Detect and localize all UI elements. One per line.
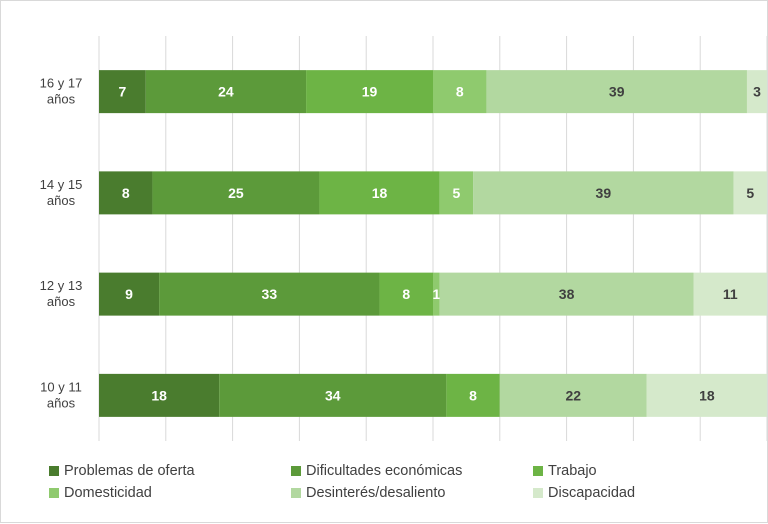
data-label: 39 <box>596 185 612 201</box>
bar-segment <box>746 70 767 114</box>
bar-segment <box>446 373 500 417</box>
data-label: 19 <box>362 84 378 100</box>
data-label: 5 <box>452 185 460 201</box>
data-label: 8 <box>122 185 130 201</box>
data-label: 7 <box>118 84 126 100</box>
category-label: 14 y 15 años <box>40 177 83 208</box>
bar-segment <box>306 70 433 114</box>
data-label: 3 <box>753 84 761 100</box>
data-label: 8 <box>456 84 464 100</box>
data-label: 18 <box>151 387 167 403</box>
data-label: 39 <box>609 84 625 100</box>
bar-segment <box>145 70 307 114</box>
category-label: 10 y 11 años <box>40 379 82 410</box>
legend-label: Domesticidad <box>64 485 152 501</box>
bar-segment <box>439 272 694 316</box>
data-label: 8 <box>402 286 410 302</box>
bar-segment <box>99 171 153 215</box>
legend-item: Trabajo <box>533 463 733 479</box>
legend-item: Domesticidad <box>49 485 291 501</box>
legend-swatch <box>49 488 59 498</box>
bar-segment <box>486 70 747 114</box>
data-label: 11 <box>723 286 738 302</box>
legend-swatch <box>291 466 301 476</box>
bar-segment <box>499 373 647 417</box>
bar-segment <box>319 171 440 215</box>
bar-segment <box>433 70 487 114</box>
bar-segment <box>99 272 160 316</box>
data-label: 5 <box>746 185 754 201</box>
bar-segment <box>99 70 146 114</box>
data-label: 34 <box>325 387 341 403</box>
category-label: 16 y 17 años <box>40 76 83 107</box>
data-label: 22 <box>565 387 581 403</box>
legend-label: Desinterés/desaliento <box>306 485 446 501</box>
legend-label: Dificultades económicas <box>306 463 463 479</box>
legend-swatch <box>533 466 543 476</box>
category-label: 12 y 13 años <box>40 278 83 309</box>
data-label: 25 <box>228 185 244 201</box>
bar-segment <box>733 171 767 215</box>
bar-segment <box>693 272 767 316</box>
data-label: 18 <box>699 387 715 403</box>
bar-segment <box>152 171 320 215</box>
data-label: 1 <box>432 286 440 302</box>
data-label: 8 <box>469 387 477 403</box>
data-label: 24 <box>218 84 234 100</box>
bar-segment <box>159 272 380 316</box>
bar-segment <box>439 171 474 215</box>
bar-segment <box>379 272 433 316</box>
bar-segment <box>219 373 447 417</box>
data-label: 38 <box>559 286 575 302</box>
legend-item: Desinterés/desaliento <box>291 485 533 501</box>
bar-segment <box>433 272 440 316</box>
data-label: 33 <box>262 286 278 302</box>
data-label: 9 <box>125 286 133 302</box>
legend-label: Discapacidad <box>548 485 636 501</box>
legend-label: Trabajo <box>548 463 597 479</box>
bar-segment <box>99 373 220 417</box>
legend: Problemas de oferta Dificultades económic… <box>49 463 749 501</box>
legend-label: Problemas de oferta <box>64 463 195 479</box>
legend-item: Dificultades económicas <box>291 463 533 479</box>
legend-swatch <box>533 488 543 498</box>
bar-segment <box>646 373 767 417</box>
data-label: 18 <box>372 185 388 201</box>
legend-swatch <box>291 488 301 498</box>
legend-item: Discapacidad <box>533 485 733 501</box>
bar-segment <box>473 171 734 215</box>
legend-item: Problemas de oferta <box>49 463 291 479</box>
legend-swatch <box>49 466 59 476</box>
